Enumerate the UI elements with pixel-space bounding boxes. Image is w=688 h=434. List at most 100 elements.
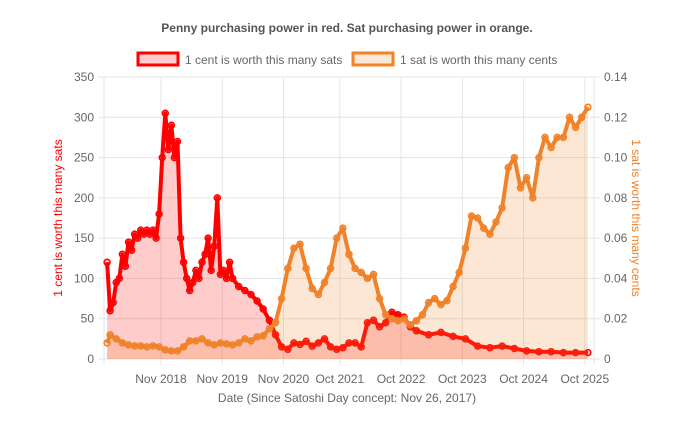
data-point[interactable] bbox=[109, 298, 117, 307]
data-point[interactable] bbox=[504, 163, 512, 172]
data-point[interactable] bbox=[492, 218, 500, 226]
data-point[interactable] bbox=[394, 310, 402, 319]
data-point[interactable] bbox=[127, 246, 136, 254]
legend-label-cents[interactable]: 1 cent is worth this many sats bbox=[185, 53, 342, 67]
data-point[interactable] bbox=[522, 347, 531, 355]
data-point[interactable] bbox=[216, 339, 225, 347]
data-point[interactable] bbox=[351, 264, 359, 273]
data-point[interactable] bbox=[284, 345, 292, 354]
data-point[interactable] bbox=[277, 294, 286, 303]
data-point[interactable] bbox=[375, 294, 384, 303]
data-point[interactable] bbox=[241, 286, 249, 295]
data-point[interactable] bbox=[210, 341, 218, 349]
data-point[interactable] bbox=[577, 113, 586, 122]
data-point[interactable] bbox=[204, 234, 212, 242]
data-point[interactable] bbox=[253, 297, 261, 305]
data-point[interactable] bbox=[173, 137, 182, 146]
data-point[interactable] bbox=[547, 143, 555, 152]
data-point[interactable] bbox=[461, 335, 470, 343]
data-point[interactable] bbox=[192, 337, 200, 345]
data-point[interactable] bbox=[302, 337, 310, 346]
data-point[interactable] bbox=[559, 348, 568, 357]
data-point[interactable] bbox=[541, 133, 549, 142]
data-point[interactable] bbox=[179, 343, 188, 351]
data-point[interactable] bbox=[219, 266, 228, 275]
data-point[interactable] bbox=[277, 343, 286, 351]
data-point[interactable] bbox=[357, 343, 365, 351]
data-point[interactable] bbox=[259, 332, 267, 340]
legend-swatch-cents[interactable] bbox=[136, 51, 180, 67]
data-point[interactable] bbox=[345, 250, 353, 259]
data-point[interactable] bbox=[158, 153, 166, 162]
data-point[interactable] bbox=[455, 268, 463, 277]
data-point[interactable] bbox=[149, 342, 157, 350]
data-point[interactable] bbox=[547, 347, 555, 356]
data-point[interactable] bbox=[535, 347, 543, 356]
data-point[interactable] bbox=[369, 270, 378, 279]
data-point[interactable] bbox=[106, 306, 114, 315]
data-point[interactable] bbox=[296, 340, 304, 349]
data-point[interactable] bbox=[161, 346, 170, 354]
data-point[interactable] bbox=[241, 335, 249, 343]
data-point[interactable] bbox=[173, 347, 182, 355]
data-point[interactable] bbox=[143, 343, 151, 351]
data-point[interactable] bbox=[271, 318, 280, 327]
data-point[interactable] bbox=[124, 238, 133, 246]
data-point[interactable] bbox=[302, 264, 310, 273]
data-point[interactable] bbox=[284, 264, 292, 273]
data-point[interactable] bbox=[228, 274, 237, 283]
data-point[interactable] bbox=[167, 121, 176, 130]
data-point[interactable] bbox=[535, 153, 543, 162]
data-point[interactable] bbox=[103, 339, 111, 347]
data-point[interactable] bbox=[198, 258, 206, 267]
data-point[interactable] bbox=[522, 173, 531, 182]
data-point[interactable] bbox=[149, 226, 157, 234]
data-point[interactable] bbox=[265, 325, 274, 333]
data-point[interactable] bbox=[118, 339, 127, 347]
data-point[interactable] bbox=[369, 316, 378, 325]
data-point[interactable] bbox=[182, 274, 191, 283]
data-point[interactable] bbox=[253, 333, 261, 341]
data-point[interactable] bbox=[152, 234, 160, 242]
data-point[interactable] bbox=[479, 224, 488, 232]
data-point[interactable] bbox=[210, 242, 218, 250]
legend-label-sats[interactable]: 1 sat is worth this many cents bbox=[400, 53, 557, 67]
data-point[interactable] bbox=[164, 145, 173, 154]
data-point[interactable] bbox=[437, 300, 445, 309]
data-point[interactable] bbox=[195, 274, 203, 283]
data-point[interactable] bbox=[381, 318, 390, 327]
data-point[interactable] bbox=[406, 321, 415, 329]
data-point[interactable] bbox=[529, 194, 537, 202]
data-point[interactable] bbox=[308, 342, 316, 350]
data-point[interactable] bbox=[259, 305, 267, 313]
data-point[interactable] bbox=[388, 308, 396, 317]
data-point[interactable] bbox=[167, 347, 176, 355]
data-point[interactable] bbox=[486, 343, 494, 352]
data-point[interactable] bbox=[357, 268, 365, 277]
data-point[interactable] bbox=[112, 335, 120, 343]
data-point[interactable] bbox=[290, 244, 298, 252]
data-point[interactable] bbox=[498, 342, 506, 350]
data-point[interactable] bbox=[326, 343, 335, 351]
data-point[interactable] bbox=[363, 318, 372, 327]
data-point[interactable] bbox=[584, 348, 592, 357]
data-point[interactable] bbox=[247, 337, 255, 345]
data-point[interactable] bbox=[234, 282, 243, 291]
data-point[interactable] bbox=[185, 337, 194, 345]
data-point[interactable] bbox=[565, 113, 574, 122]
data-point[interactable] bbox=[498, 204, 506, 212]
data-point[interactable] bbox=[461, 244, 470, 252]
data-point[interactable] bbox=[375, 323, 384, 331]
data-point[interactable] bbox=[225, 258, 234, 267]
data-point[interactable] bbox=[192, 266, 200, 275]
data-point[interactable] bbox=[115, 274, 124, 283]
data-point[interactable] bbox=[467, 212, 476, 220]
data-point[interactable] bbox=[430, 294, 439, 303]
data-point[interactable] bbox=[320, 278, 329, 287]
data-point[interactable] bbox=[106, 331, 114, 339]
data-point[interactable] bbox=[510, 153, 519, 162]
data-point[interactable] bbox=[124, 341, 133, 349]
data-point[interactable] bbox=[437, 328, 445, 337]
data-point[interactable] bbox=[363, 274, 372, 283]
data-point[interactable] bbox=[271, 331, 280, 339]
